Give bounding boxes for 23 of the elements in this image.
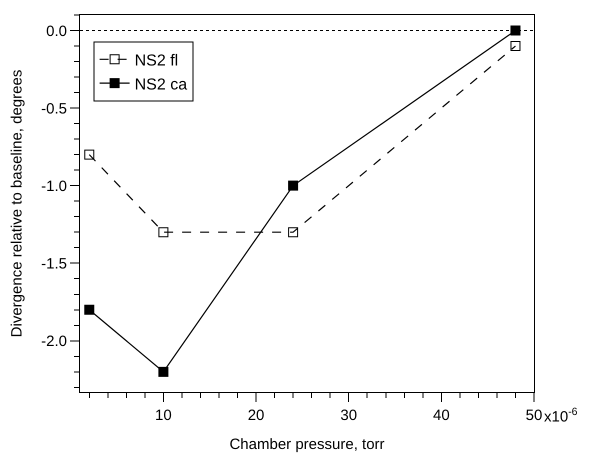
point bbox=[84, 304, 94, 315]
y-tick-label: -0.5 bbox=[41, 100, 67, 118]
y-tick-label: 0.0 bbox=[46, 22, 67, 40]
legend-label: NS2 fl bbox=[134, 52, 178, 70]
x-tick-label: 30 bbox=[340, 407, 358, 424]
point bbox=[510, 26, 520, 36]
point bbox=[84, 150, 94, 160]
x-tick-label: 50 bbox=[526, 407, 542, 424]
point bbox=[288, 227, 298, 238]
y-tick-label: -1.5 bbox=[41, 255, 67, 272]
text: x10$^{-6}$ bbox=[544, 406, 578, 426]
x-axis-title: Chamber pressure, torr bbox=[229, 436, 385, 453]
legend-label: NS2 ca bbox=[134, 76, 188, 94]
y-tick-label: -2.0 bbox=[41, 333, 67, 350]
x-tick-label: 10 bbox=[155, 407, 172, 424]
point bbox=[510, 41, 520, 52]
point bbox=[158, 227, 168, 238]
y-tick-label: -1.0 bbox=[41, 178, 67, 195]
y-axis-title: Divergence relative to baseline, degrees bbox=[8, 70, 26, 338]
x-tick-label: 40 bbox=[433, 407, 450, 424]
point bbox=[158, 366, 168, 377]
x-tick-label: 20 bbox=[248, 407, 264, 424]
point bbox=[288, 180, 298, 191]
